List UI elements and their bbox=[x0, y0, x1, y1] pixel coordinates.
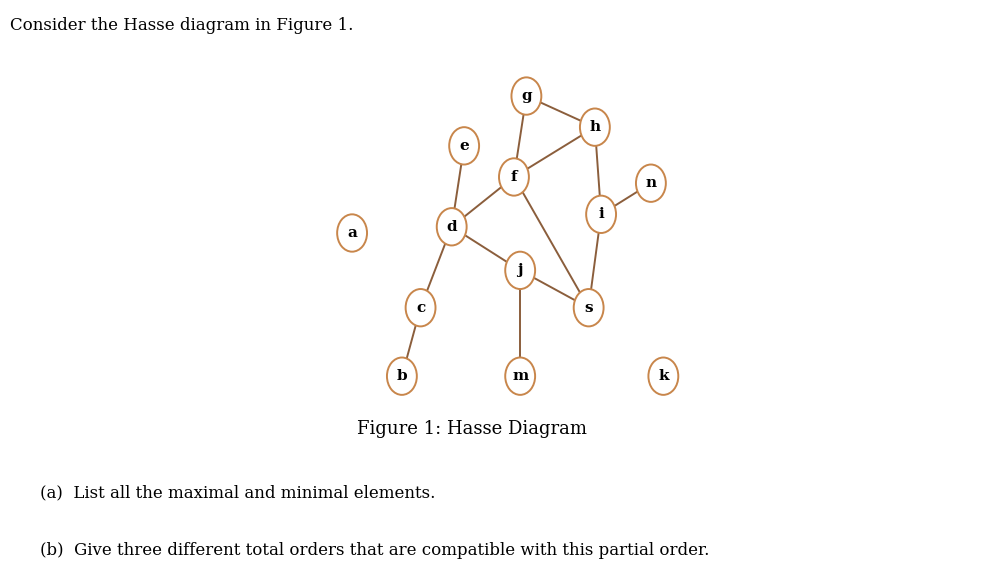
Ellipse shape bbox=[635, 164, 665, 202]
Text: d: d bbox=[446, 220, 456, 234]
Ellipse shape bbox=[511, 78, 541, 115]
Ellipse shape bbox=[580, 108, 609, 146]
Ellipse shape bbox=[448, 127, 478, 164]
Text: i: i bbox=[598, 208, 604, 222]
Ellipse shape bbox=[648, 357, 678, 395]
Ellipse shape bbox=[498, 159, 529, 196]
Text: (a)  List all the maximal and minimal elements.: (a) List all the maximal and minimal ele… bbox=[40, 484, 435, 501]
Ellipse shape bbox=[505, 252, 535, 289]
Ellipse shape bbox=[573, 289, 603, 326]
Text: g: g bbox=[521, 89, 532, 103]
Text: (b)  Give three different total orders that are compatible with this partial ord: (b) Give three different total orders th… bbox=[40, 542, 709, 559]
Text: Figure 1: Hasse Diagram: Figure 1: Hasse Diagram bbox=[356, 420, 587, 438]
Ellipse shape bbox=[436, 208, 466, 245]
Text: m: m bbox=[512, 369, 528, 383]
Text: n: n bbox=[645, 176, 656, 190]
Ellipse shape bbox=[337, 215, 367, 252]
Text: j: j bbox=[517, 264, 523, 278]
Text: Consider the Hasse diagram in Figure 1.: Consider the Hasse diagram in Figure 1. bbox=[10, 17, 353, 34]
Text: k: k bbox=[657, 369, 668, 383]
Ellipse shape bbox=[405, 289, 435, 326]
Ellipse shape bbox=[386, 357, 416, 395]
Text: h: h bbox=[589, 120, 600, 134]
Ellipse shape bbox=[586, 196, 616, 233]
Text: e: e bbox=[458, 139, 468, 153]
Text: a: a bbox=[347, 226, 357, 240]
Text: s: s bbox=[584, 301, 593, 315]
Text: c: c bbox=[415, 301, 424, 315]
Text: b: b bbox=[396, 369, 407, 383]
Ellipse shape bbox=[505, 357, 535, 395]
Text: f: f bbox=[511, 170, 517, 184]
